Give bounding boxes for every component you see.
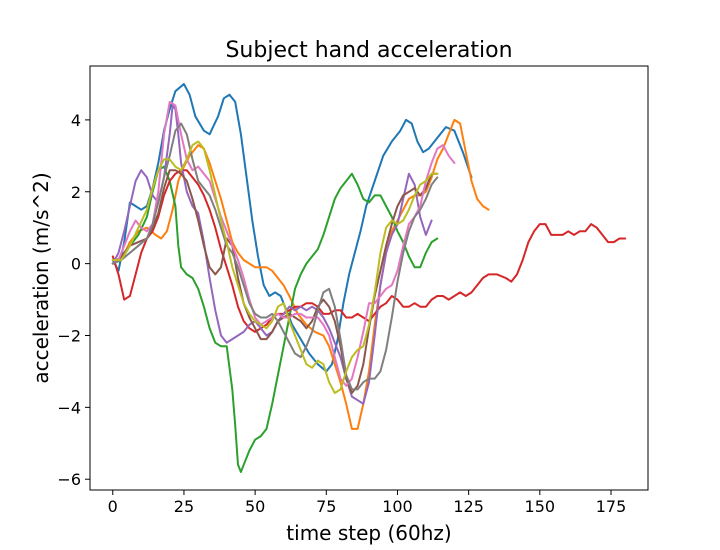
series-line-5: [111, 104, 433, 405]
x-tick-label: 100: [382, 497, 413, 516]
plot-frame: [89, 65, 649, 491]
chart-title: Subject hand acceleration: [225, 38, 512, 63]
x-tick-label: 50: [245, 497, 265, 516]
y-ticks: −6 −4 −2 0 2 4: [57, 111, 90, 489]
x-tick-label: 75: [316, 497, 336, 516]
x-axis-label: time step (60hz): [286, 521, 451, 545]
series-line-7: [111, 100, 456, 387]
x-ticks: 0 25 50 75 100 125 150 175: [108, 490, 627, 516]
series-line-6: [111, 169, 439, 394]
series-line-8: [111, 122, 439, 391]
series-layer: [111, 83, 627, 473]
y-tick-label: −6: [57, 470, 81, 489]
x-tick-label: 175: [596, 497, 627, 516]
y-axis-label: acceleration (m/s^2): [29, 172, 53, 383]
y-tick-label: −4: [57, 398, 81, 417]
series-line-3: [111, 165, 439, 473]
series-line-9: [111, 140, 439, 394]
y-tick-label: 2: [71, 183, 81, 202]
x-tick-label: 125: [453, 497, 484, 516]
x-tick-label: 25: [174, 497, 194, 516]
y-tick-label: −2: [57, 326, 81, 345]
y-tick-label: 0: [71, 255, 81, 274]
x-tick-label: 0: [108, 497, 118, 516]
x-tick-label: 150: [525, 497, 556, 516]
y-tick-label: 4: [71, 111, 81, 130]
